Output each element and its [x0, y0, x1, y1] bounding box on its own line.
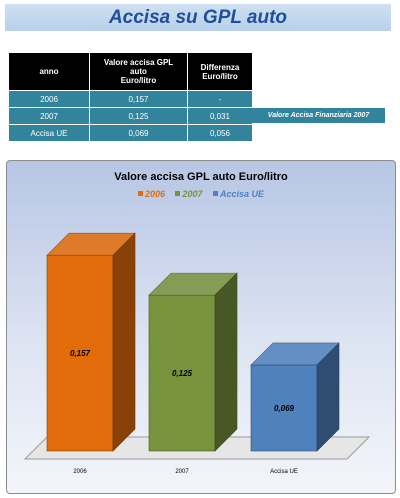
header-line: auto — [130, 67, 147, 76]
legend-label: Accisa UE — [220, 189, 265, 199]
bar-side — [214, 272, 238, 452]
chart-area: Valore accisa GPL auto Euro/litro 2006 2… — [6, 160, 396, 494]
header-line: Euro/litro — [120, 76, 157, 85]
legend-swatch — [175, 191, 181, 196]
legend-item: Accisa UE — [213, 189, 264, 199]
table-cell: Accisa UE — [8, 124, 90, 142]
table-cell: 2007 — [8, 107, 90, 125]
bar-value-label: 0,125 — [172, 369, 193, 378]
table-header-row: anno Valore accisa GPL auto Euro/litro D… — [8, 52, 253, 91]
bar-side — [112, 232, 136, 452]
legend-label: 2007 — [182, 189, 203, 199]
table-note: Valore Accisa Finanziaria 2007 — [252, 108, 385, 123]
title-band: Accisa su GPL auto — [5, 4, 391, 31]
page-title: Accisa su GPL auto — [108, 7, 288, 28]
bar-value-label: 0,069 — [274, 404, 295, 413]
legend-item: 2006 — [137, 189, 165, 199]
header-cell-valore: Valore accisa GPL auto Euro/litro — [89, 52, 188, 91]
legend-swatch — [137, 191, 143, 196]
bar-front — [148, 294, 216, 452]
header-cell-anno: anno — [8, 52, 90, 91]
legend-item: 2007 — [175, 189, 203, 199]
header-cell-differenza: Differenza Euro/litro — [187, 52, 253, 91]
data-table: anno Valore accisa GPL auto Euro/litro D… — [8, 52, 253, 142]
table-cell: 2006 — [8, 90, 90, 108]
bar-front — [250, 364, 318, 452]
header-line: anno — [39, 67, 59, 76]
table-row: 2007 0,125 0,031 — [8, 107, 253, 125]
table-cell: 0,069 — [89, 124, 188, 142]
legend-label: 2006 — [144, 189, 165, 199]
bar-value-label: 0,157 — [70, 349, 91, 358]
chart-title: Valore accisa GPL auto Euro/litro — [114, 171, 288, 183]
table-cell: 0,031 — [187, 107, 253, 125]
chart-plot: 0,157 2006 0,125 2007 0,069 Accisa UE — [23, 232, 371, 475]
x-tick-label: 2006 — [73, 469, 87, 475]
table-cell: 0,125 — [89, 107, 188, 125]
chart-legend: 2006 2007 Accisa UE — [7, 189, 395, 199]
header-line: Valore accisa GPL — [103, 58, 174, 67]
table-cell: 0,056 — [187, 124, 253, 142]
x-tick-label: 2007 — [175, 469, 189, 475]
table-row: Accisa UE 0,069 0,056 — [8, 124, 253, 142]
table-cell: - — [187, 90, 253, 108]
table-cell: 0,157 — [89, 90, 188, 108]
x-tick-label: Accisa UE — [270, 469, 298, 475]
header-line: Euro/litro — [202, 71, 238, 81]
table-row: 2006 0,157 - — [8, 90, 253, 108]
header-line: Differenza — [200, 62, 240, 72]
legend-swatch — [213, 191, 219, 196]
bar-side — [316, 342, 340, 452]
